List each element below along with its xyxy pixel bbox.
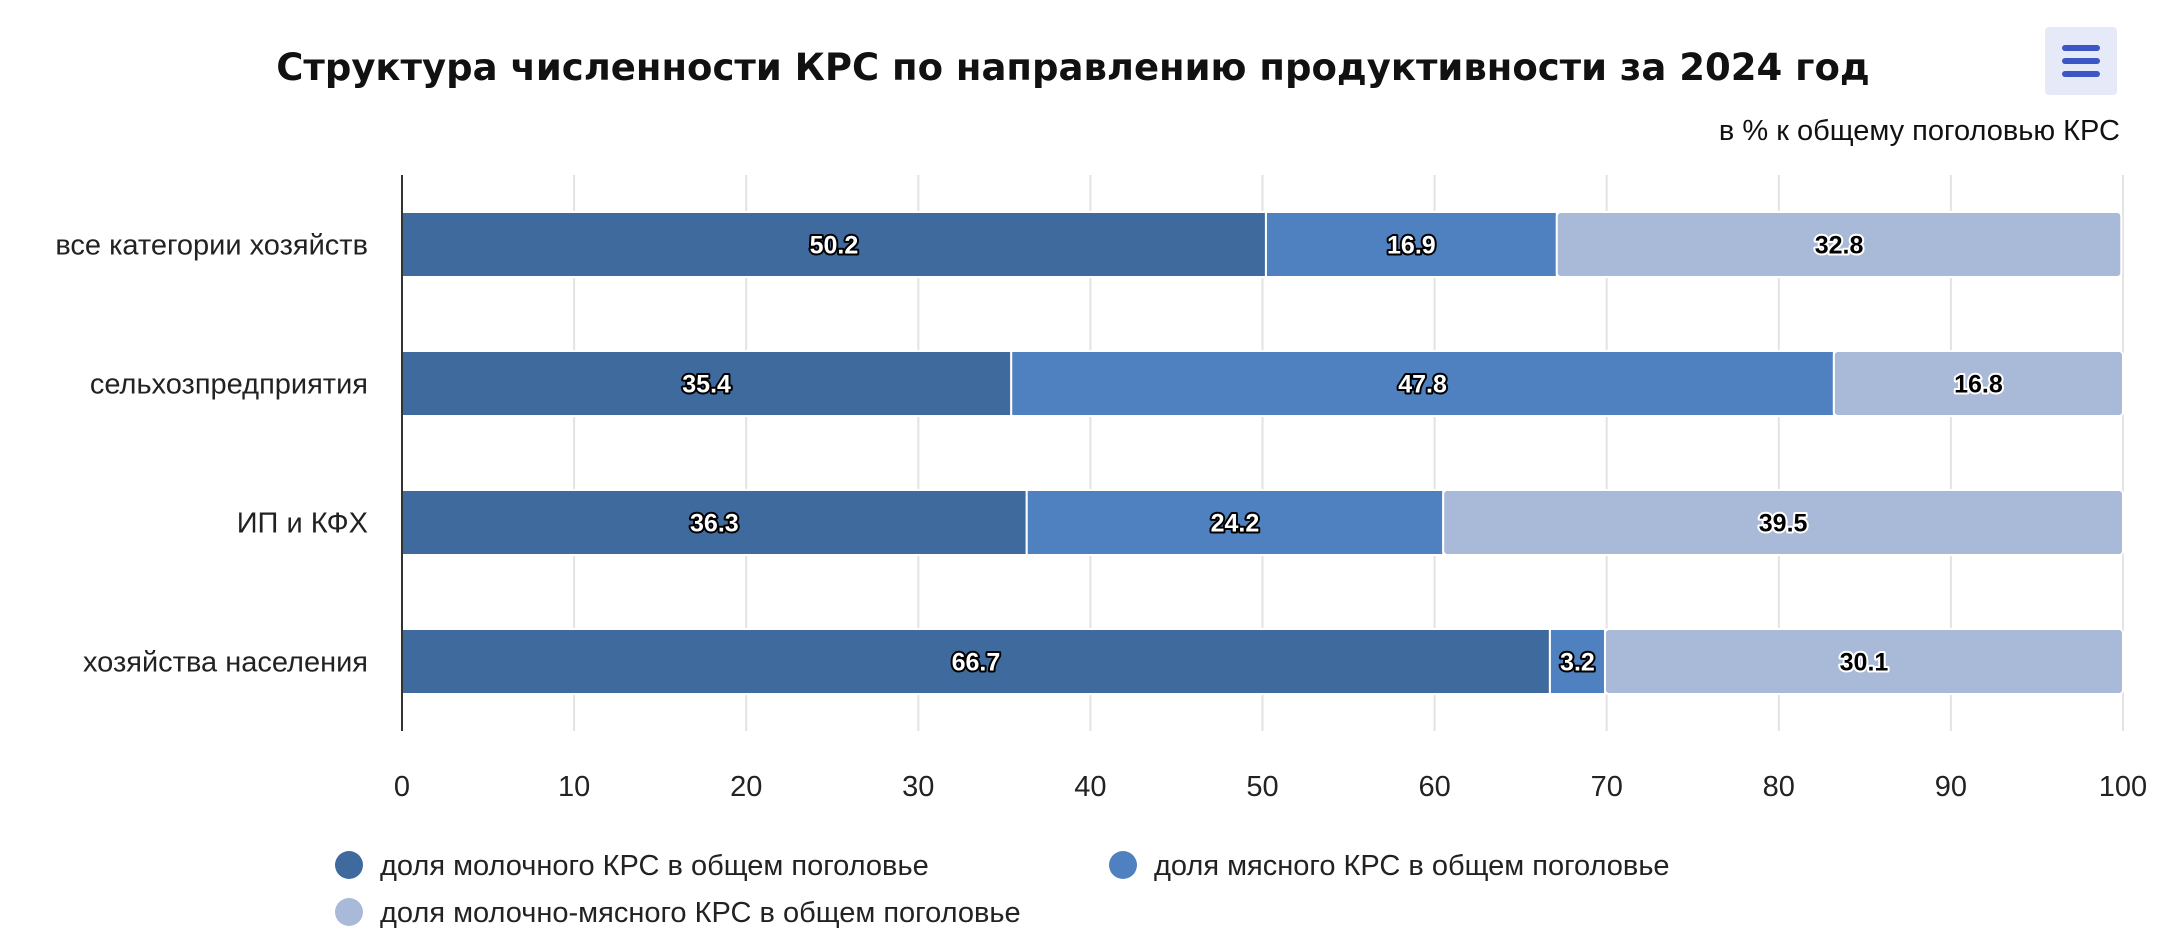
data-labels: 50.2 16.9 32.8 35.4 47.8 16.8 36.3 24.2 39.5 66.7… [680, 230, 2005, 679]
legend-marker [335, 898, 363, 926]
data-label: 50.2 [810, 232, 859, 260]
chart-menu-button[interactable] [2045, 27, 2117, 95]
bar [1025, 489, 1445, 556]
data-label: 32.8 [1815, 232, 1864, 260]
legend-label: доля молочного КРС в общем поголовье [380, 850, 929, 882]
y-category-label: все категории хозяйств [55, 230, 368, 262]
bar [1832, 350, 2124, 417]
data-label: 3.2 [1560, 649, 1595, 677]
legend-marker [1109, 851, 1137, 879]
bars [401, 211, 2124, 695]
x-tick-label: 50 [1246, 771, 1278, 803]
x-tick-label: 60 [1418, 771, 1450, 803]
x-tick-label: 90 [1935, 771, 1967, 803]
bar [1442, 489, 2124, 556]
chart-subtitle: в % к общему поголовью КРС [1719, 115, 2120, 147]
axes: 0 10 20 30 40 50 60 70 80 90 100 все категории хозя… [55, 175, 2147, 803]
data-label: 36.3 [690, 510, 739, 538]
data-label: 47.8 [1398, 371, 1447, 399]
legend-marker [335, 851, 363, 879]
bar [1010, 350, 1835, 417]
data-label: 24.2 [1211, 510, 1260, 538]
y-category-label: хозяйства населения [83, 647, 368, 679]
x-tick-label: 70 [1591, 771, 1623, 803]
data-label: 66.7 [952, 649, 1001, 677]
legend-label: доля мясного КРС в общем поголовье [1154, 850, 1670, 882]
data-label: 16.8 [1954, 371, 2003, 399]
x-tick-label: 0 [394, 771, 410, 803]
legend: доля молочного КРС в общем поголовье доля… [335, 850, 1670, 929]
y-category-label: сельхозпредприятия [90, 369, 368, 401]
data-label: 35.4 [682, 371, 731, 399]
x-tick-label: 20 [730, 771, 762, 803]
x-tick-label: 40 [1074, 771, 1106, 803]
bar [1555, 211, 2123, 278]
data-label: 39.5 [1759, 510, 1808, 538]
x-tick-label: 100 [2099, 771, 2147, 803]
bar [1603, 628, 2124, 695]
y-category-label: ИП и КФХ [237, 508, 368, 540]
bar [1264, 211, 1558, 278]
data-label: 16.9 [1387, 232, 1436, 260]
bar [401, 628, 1551, 695]
x-tick-label: 10 [558, 771, 590, 803]
x-tick-label: 30 [902, 771, 934, 803]
legend-label: доля молочно-мясного КРС в общем поголов… [380, 897, 1021, 929]
chart-title: Структура численности КРС по направлению… [276, 46, 1870, 89]
bar [1548, 628, 1606, 695]
data-label: 30.1 [1840, 649, 1889, 677]
x-tick-label: 80 [1763, 771, 1795, 803]
